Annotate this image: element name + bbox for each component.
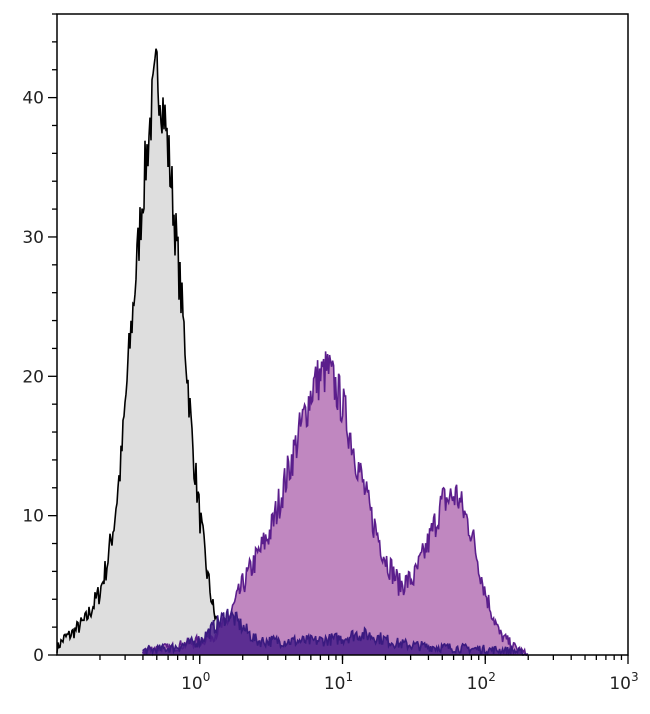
series-layer: [56, 48, 529, 657]
series-1-fill: [142, 351, 529, 655]
series-2-line: [142, 608, 529, 657]
series-0-fill: [57, 48, 236, 655]
y-tick-label: 40: [22, 89, 44, 109]
series-2-fill: [142, 609, 529, 655]
x-tick-label: 102: [467, 670, 496, 694]
axes: 0 10 20 30 40 100 101 102 103: [22, 13, 639, 694]
x-tick-label: 103: [609, 670, 638, 694]
y-tick-label: 20: [22, 367, 44, 387]
series-0: [56, 48, 236, 656]
y-tick-label: 10: [22, 507, 44, 527]
y-tick-label: 30: [22, 228, 44, 248]
series-0-line: [56, 48, 236, 656]
x-tick-label: 101: [324, 670, 353, 694]
series-2: [142, 608, 529, 657]
x-tick-label: 100: [181, 670, 210, 694]
y-tick-label: 0: [33, 646, 44, 666]
